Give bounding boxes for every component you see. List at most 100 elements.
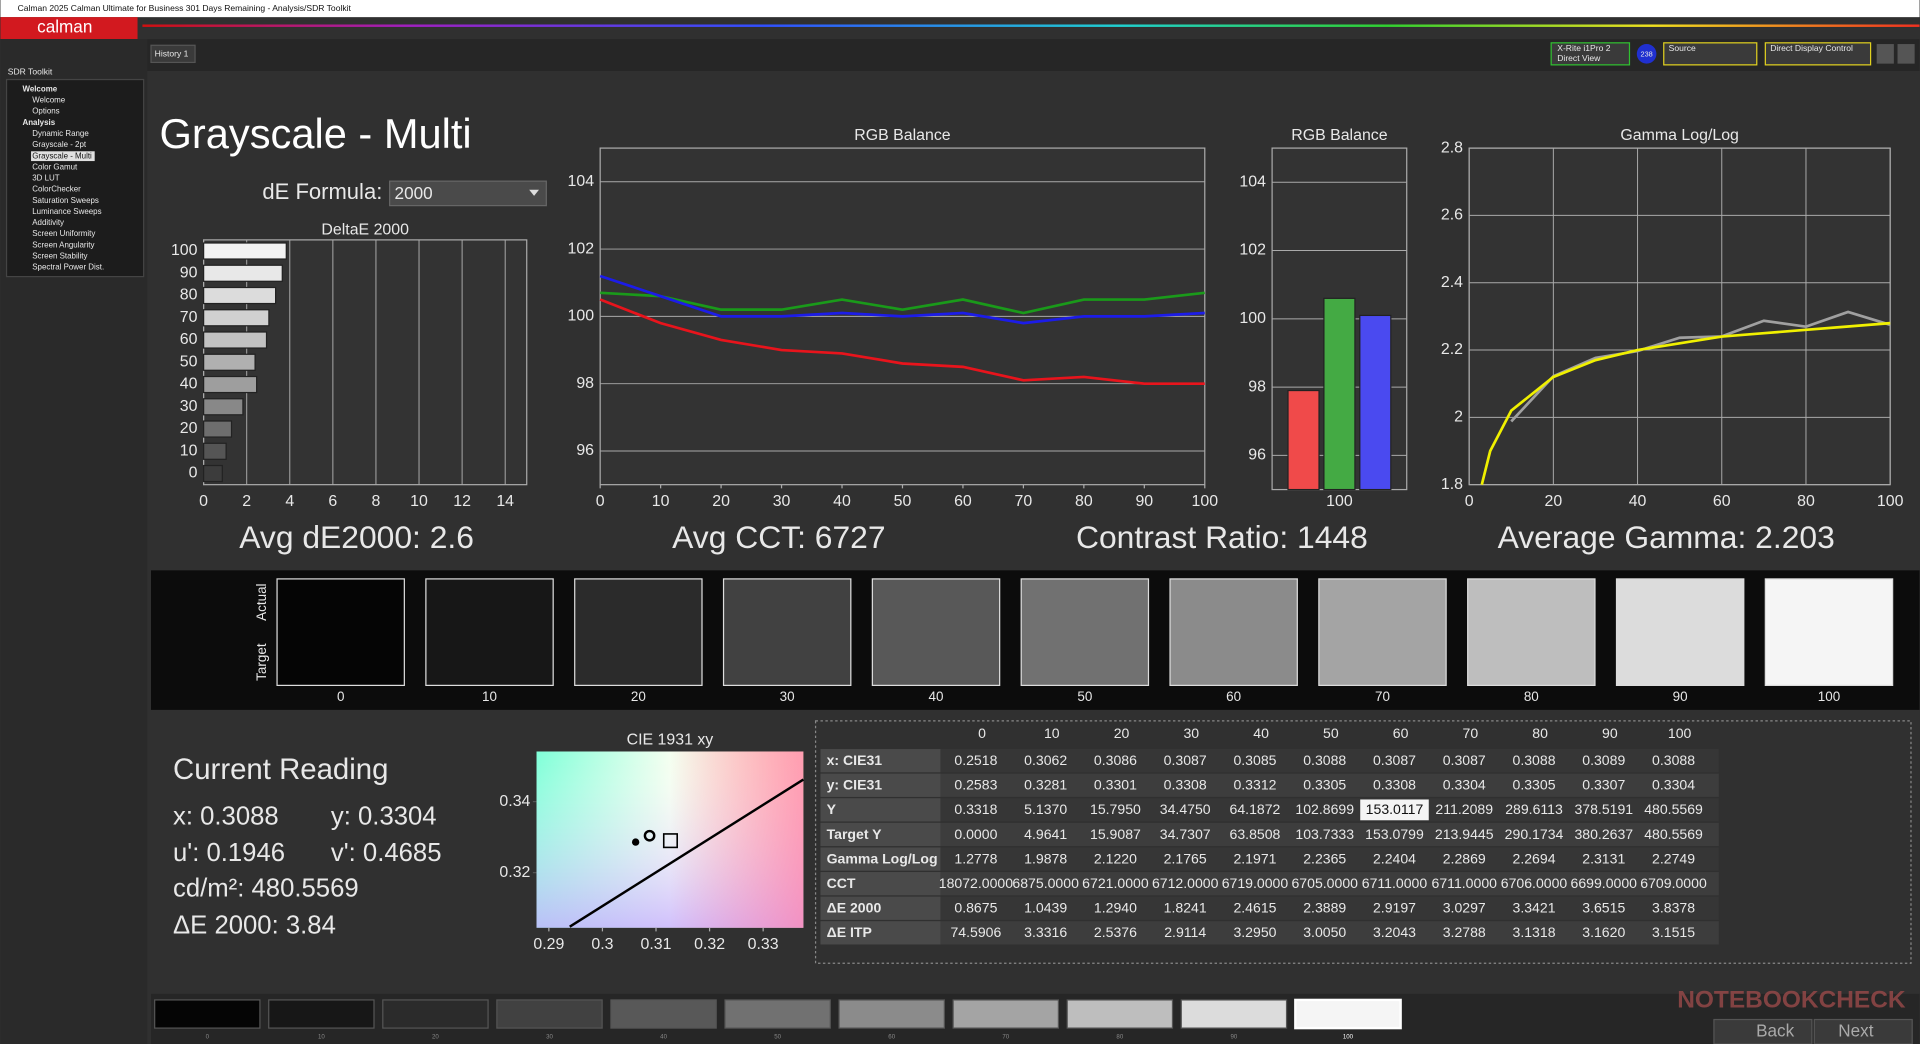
swatch bbox=[574, 578, 703, 687]
tree-group: Analysis bbox=[22, 118, 55, 127]
logo-button[interactable] bbox=[0, 17, 138, 40]
table-cell: 2.1971 bbox=[1233, 850, 1276, 866]
swatch bbox=[425, 578, 554, 687]
swatch-label: 60 bbox=[1226, 689, 1241, 704]
swatch-label: 70 bbox=[1375, 689, 1390, 704]
tree-item: Screen Stability bbox=[32, 252, 87, 261]
tree-item: Spectral Power Dist. bbox=[32, 263, 104, 272]
y-tick-label: 98 bbox=[576, 375, 594, 392]
table-cell: 0.3304 bbox=[1443, 777, 1486, 793]
tree-item: Grayscale - Multi bbox=[32, 151, 92, 160]
history-tab[interactable] bbox=[150, 44, 196, 64]
tree-item: Dynamic Range bbox=[32, 129, 89, 138]
table-cell: 0.3087 bbox=[1164, 752, 1207, 768]
table-cell: 0.3318 bbox=[954, 801, 997, 817]
table-cell: 3.3316 bbox=[1024, 924, 1067, 940]
strip-swatch bbox=[268, 999, 375, 1029]
x-tick-label: 90 bbox=[1135, 493, 1153, 510]
table-cell: 0.3088 bbox=[1652, 752, 1695, 768]
meter-mode: Direct View bbox=[1557, 53, 1601, 63]
badge[interactable] bbox=[1636, 44, 1657, 64]
reading-x: x: 0.3088 bbox=[173, 802, 279, 830]
window-title: Calman 2025 Calman Ultimate for Business… bbox=[18, 3, 352, 13]
y-tick-label: 2.8 bbox=[1441, 139, 1463, 156]
table-cell: 2.9114 bbox=[1164, 924, 1206, 940]
strip-swatch bbox=[724, 999, 831, 1029]
x-tick-label: 0.32 bbox=[694, 936, 725, 953]
y-tick-label: 102 bbox=[1239, 242, 1266, 259]
strip-label: 100 bbox=[1343, 1033, 1354, 1040]
table-cell: 480.5569 bbox=[1644, 826, 1703, 842]
table-row-head bbox=[820, 773, 941, 797]
back-button[interactable] bbox=[1713, 1018, 1813, 1044]
next-label: Next bbox=[1838, 1020, 1873, 1040]
table-cell: 480.5569 bbox=[1644, 801, 1703, 817]
table-cell: 0.3307 bbox=[1582, 777, 1625, 793]
x-tick-label: 70 bbox=[1015, 493, 1033, 510]
table-cell: 0.3308 bbox=[1373, 777, 1416, 793]
table-header: 10 bbox=[1044, 725, 1060, 741]
table-cell: 3.1318 bbox=[1513, 924, 1556, 940]
swatch-label: 0 bbox=[337, 689, 344, 704]
settings-button[interactable] bbox=[1876, 44, 1894, 64]
tree-selection bbox=[31, 151, 95, 162]
table-row-label: ΔE 2000 bbox=[827, 900, 882, 916]
source-select[interactable] bbox=[1663, 42, 1758, 66]
bar bbox=[203, 353, 256, 371]
title-bar bbox=[0, 0, 1920, 18]
swatch bbox=[1318, 578, 1447, 687]
table-cell: 3.0297 bbox=[1443, 900, 1486, 916]
table-cell: 0.8675 bbox=[954, 900, 997, 916]
x-tick-label: 100 bbox=[1877, 493, 1904, 510]
chart-title: Gamma Log/Log bbox=[1620, 127, 1738, 144]
reading-title: Current Reading bbox=[173, 753, 388, 786]
table-row-head bbox=[820, 798, 941, 822]
swatch-label: 50 bbox=[1077, 689, 1092, 704]
x-tick-label: 80 bbox=[1075, 493, 1093, 510]
table-cell: 211.2089 bbox=[1435, 801, 1493, 817]
help-button[interactable] bbox=[1897, 44, 1915, 64]
table-row-head bbox=[820, 872, 941, 896]
table-row-label: y: CIE31 bbox=[827, 777, 883, 793]
y-tick-label: 90 bbox=[180, 264, 198, 281]
table-row-head bbox=[820, 822, 941, 847]
table-cell: 3.8378 bbox=[1652, 900, 1695, 916]
table-cell: 3.3421 bbox=[1513, 900, 1556, 916]
rainbow-bar bbox=[142, 24, 1920, 27]
x-tick-label: 10 bbox=[652, 493, 670, 510]
tree-item: Welcome bbox=[32, 96, 66, 105]
tree-item: Saturation Sweeps bbox=[32, 196, 99, 205]
y-tick-label: 70 bbox=[180, 309, 198, 326]
table-cell: 1.2940 bbox=[1094, 900, 1137, 916]
table-header: 90 bbox=[1602, 725, 1618, 741]
y-tick-label: 2.6 bbox=[1441, 207, 1463, 224]
table-cell: 0.3304 bbox=[1652, 777, 1695, 793]
de-formula-select[interactable] bbox=[389, 180, 547, 207]
reading-y: y: 0.3304 bbox=[331, 802, 437, 830]
y-tick-label: 1.8 bbox=[1441, 476, 1463, 493]
strip-label: 30 bbox=[546, 1033, 553, 1040]
x-tick-label: 0.33 bbox=[748, 936, 779, 953]
table-cell: 0.3087 bbox=[1443, 752, 1486, 768]
swatch bbox=[722, 578, 852, 687]
display-select[interactable] bbox=[1764, 42, 1872, 66]
next-button[interactable] bbox=[1813, 1018, 1913, 1044]
table-cell: 0.3089 bbox=[1582, 752, 1625, 768]
tree-item: Grayscale - 2pt bbox=[32, 140, 87, 149]
table-cell: 0.3085 bbox=[1233, 752, 1276, 768]
bar bbox=[203, 464, 223, 483]
swatch-label: 30 bbox=[780, 689, 795, 704]
table-row-head bbox=[820, 847, 941, 871]
y-tick-label: 2.2 bbox=[1441, 341, 1463, 358]
table-row-label: Target Y bbox=[827, 826, 883, 842]
y-tick-label: 96 bbox=[576, 442, 594, 459]
chart-summary: Avg dE2000: 2.6 bbox=[239, 519, 474, 555]
table-cell: 290.1734 bbox=[1505, 826, 1564, 842]
table-cell: 213.9445 bbox=[1435, 826, 1494, 842]
meter-select[interactable] bbox=[1550, 42, 1631, 66]
table-header: 30 bbox=[1183, 725, 1199, 741]
chart-title: CIE 1931 xy bbox=[627, 732, 714, 749]
x-tick-label: 0.31 bbox=[641, 936, 672, 953]
strip-swatch bbox=[610, 999, 717, 1029]
table-row bbox=[820, 921, 1719, 945]
